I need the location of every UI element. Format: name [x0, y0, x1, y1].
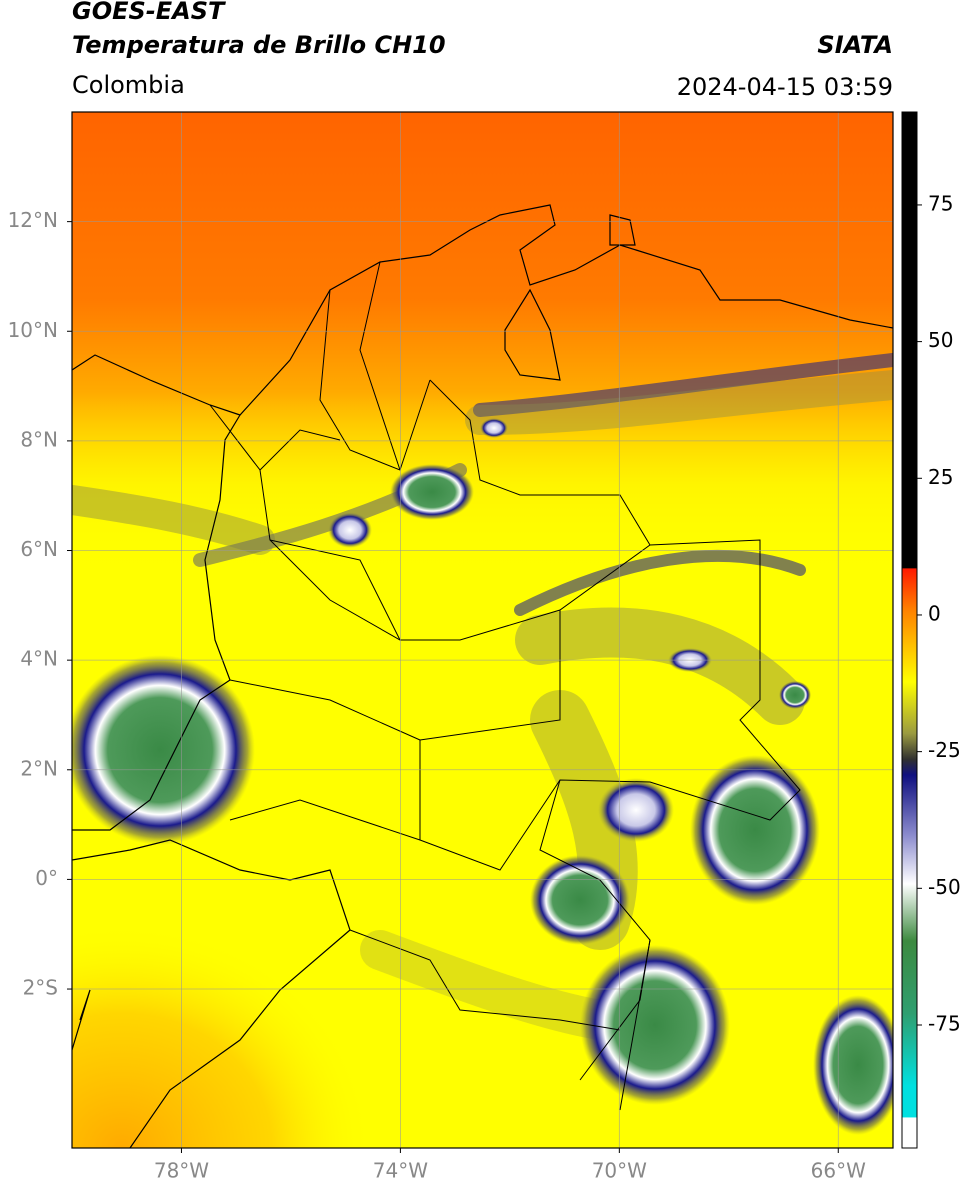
x-tick-label: 74°W: [373, 1159, 428, 1183]
grid: [72, 112, 893, 1148]
y-tick-label: 12°N: [8, 208, 58, 232]
x-tick-label: 70°W: [592, 1159, 647, 1183]
y-tick-label: 4°N: [20, 647, 58, 671]
colorbar: [901, 111, 918, 1149]
colorbar-tick-label: -25: [928, 738, 961, 762]
convective-clouds: [72, 418, 893, 1135]
source: SIATA: [817, 31, 893, 59]
colorbar-tick-label: -50: [928, 875, 961, 899]
y-tick-label: 10°N: [8, 318, 58, 342]
subtitle: Temperatura de Brillo CH10: [72, 31, 446, 59]
title: GOES-EAST: [72, 0, 226, 25]
y-tick-label: 2°S: [23, 976, 58, 1000]
datetime: 2024-04-15 03:59: [677, 73, 893, 101]
colorbar-tick-label: 0: [928, 601, 941, 625]
map-imagery: [72, 112, 893, 1148]
x-tick-label: 66°W: [811, 1159, 866, 1183]
y-tick-label: 8°N: [20, 427, 58, 451]
y-tick-label: 6°N: [20, 537, 58, 561]
borders: [209, 261, 801, 1111]
y-tick-label: 0°: [35, 866, 58, 890]
colorbar-tick-label: 25: [928, 465, 953, 489]
colorbar-tick-label: 50: [928, 328, 953, 352]
map-frame: [71, 111, 894, 1149]
x-tick-label: 78°W: [154, 1159, 209, 1183]
colorbar-tick-label: 75: [928, 191, 953, 215]
region: Colombia: [72, 71, 185, 99]
y-tick-label: 2°N: [20, 756, 58, 780]
colorbar-tick-label: -75: [928, 1011, 961, 1035]
